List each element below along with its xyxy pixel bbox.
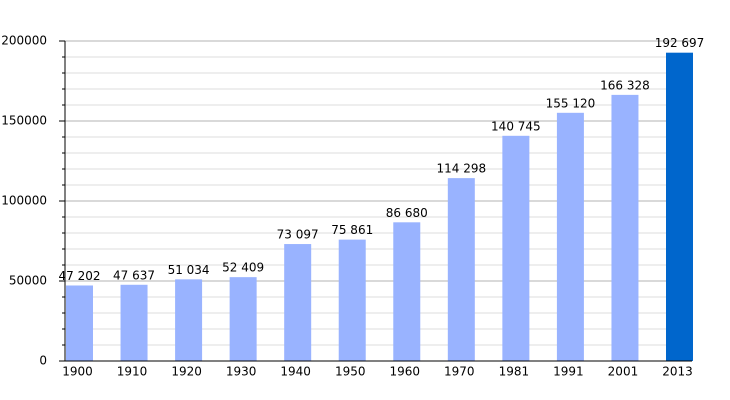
value-label: 114 298 — [437, 162, 487, 176]
bar — [556, 112, 584, 361]
bar — [447, 178, 475, 361]
x-tick-label: 1981 — [499, 365, 530, 379]
value-label: 166 328 — [600, 78, 650, 92]
y-tick-label: 50000 — [9, 274, 47, 288]
value-label: 155 120 — [546, 96, 596, 110]
value-label: 140 745 — [491, 119, 541, 133]
x-tick-label: 1930 — [226, 365, 257, 379]
x-tick-label: 2013 — [662, 365, 693, 379]
x-tick-label: 1950 — [335, 365, 366, 379]
value-label: 47 637 — [113, 268, 155, 282]
x-tick-label: 1900 — [62, 365, 93, 379]
value-label: 52 409 — [222, 261, 264, 275]
bar — [120, 284, 148, 361]
bar — [502, 135, 530, 361]
value-label: 47 202 — [59, 269, 101, 283]
x-tick-label: 1920 — [171, 365, 202, 379]
x-tick-label: 1991 — [553, 365, 584, 379]
value-label: 73 097 — [277, 228, 319, 242]
value-label: 86 680 — [386, 206, 428, 220]
value-label: 75 861 — [331, 223, 373, 237]
x-tick-label: 2001 — [608, 365, 639, 379]
bar — [175, 279, 203, 361]
bar — [284, 244, 312, 361]
bar — [66, 285, 93, 361]
y-tick-label: 100000 — [1, 194, 47, 208]
y-tick-label: 0 — [39, 354, 47, 368]
bar — [338, 239, 366, 361]
value-label: 51 034 — [168, 263, 210, 277]
x-tick-label: 1940 — [280, 365, 311, 379]
value-label: 192 697 — [655, 36, 705, 50]
y-tick-label: 200000 — [1, 34, 47, 48]
x-tick-label: 1910 — [117, 365, 148, 379]
bar — [393, 222, 421, 361]
x-tick-label: 1960 — [389, 365, 420, 379]
bar — [666, 52, 693, 361]
bar — [229, 277, 257, 361]
x-tick-label: 1970 — [444, 365, 475, 379]
bar — [611, 94, 639, 362]
y-tick-label: 150000 — [1, 114, 47, 128]
